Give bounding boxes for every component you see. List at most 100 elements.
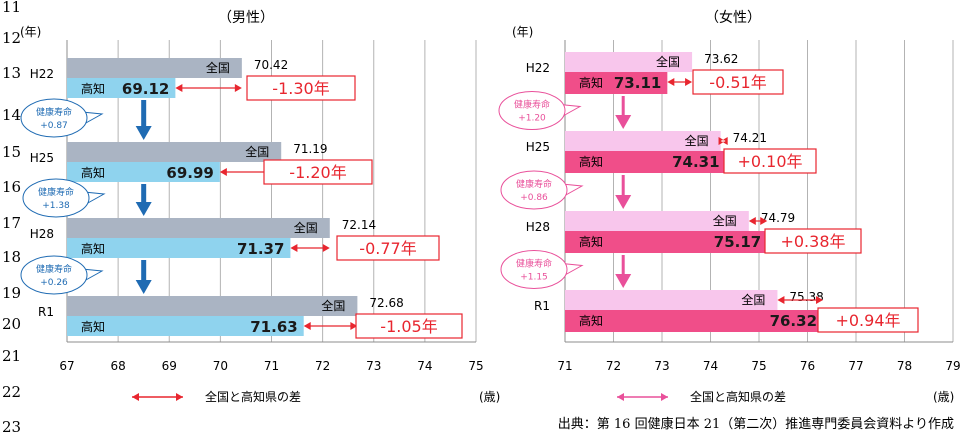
improvement-arrowhead — [135, 280, 152, 294]
kochi-bar-label: 高知 — [579, 234, 603, 249]
difference-value: +0.94年 — [835, 311, 900, 330]
x-tick-label: 71 — [264, 359, 279, 373]
x-axis-label: (歳) — [479, 390, 500, 404]
kochi-bar-label: 高知 — [579, 154, 603, 169]
difference-value: -1.20年 — [289, 163, 346, 182]
line-number: 20 — [2, 315, 22, 333]
x-tick-label: 72 — [606, 359, 621, 373]
improvement-bubble: 健康寿命 +0.86 — [500, 170, 584, 210]
improvement-arrow-icon — [615, 96, 632, 129]
difference-value: -0.77年 — [359, 239, 416, 258]
kochi-bar-label: 高知 — [81, 319, 105, 334]
national-value-label: 71.19 — [293, 142, 327, 156]
x-axis-label: (歳) — [933, 390, 954, 404]
improvement-arrowhead — [135, 202, 152, 216]
chart-title: （男性） — [218, 10, 274, 26]
difference-arrow-icon — [777, 296, 824, 304]
y-axis-label: (年) — [512, 25, 533, 39]
category-label: R1 — [534, 299, 550, 313]
category-label: H25 — [30, 151, 54, 165]
difference-value: -1.05年 — [380, 317, 437, 336]
bubble-body — [500, 250, 568, 289]
difference-arrowhead — [718, 137, 728, 145]
difference-value: +0.38年 — [780, 232, 845, 251]
difference-value: -1.30年 — [272, 79, 329, 98]
kochi-value-label: 69.12 — [122, 80, 169, 98]
line-number: 23 — [2, 418, 22, 436]
national-bar-label: 全国 — [713, 213, 737, 228]
national-value-label: 72.68 — [369, 296, 403, 310]
bubble-label: 健康寿命 — [36, 106, 72, 118]
difference-arrow-icon — [303, 322, 358, 330]
national-value-label: 72.14 — [342, 218, 376, 232]
kochi-bar — [67, 316, 304, 336]
kochi-bar — [565, 72, 668, 94]
x-tick-label: 71 — [557, 359, 572, 373]
bubble-label: 健康寿命 — [516, 178, 552, 190]
bubble-value: +1.15 — [520, 273, 548, 283]
line-number: 18 — [2, 248, 22, 266]
bubble-body — [22, 178, 90, 218]
improvement-arrowhead — [135, 126, 152, 140]
x-tick-label: 68 — [110, 359, 125, 373]
national-bar — [565, 52, 693, 72]
bubble-body — [500, 170, 568, 210]
x-tick-label: 79 — [945, 359, 960, 373]
x-tick-label: 74 — [417, 359, 432, 373]
difference-value: -0.51年 — [709, 73, 766, 92]
male-chart-panel: （男性） (年) (歳) 67 68 69 70 71 72 73 74 75 全国 70.42 高知 69.… — [20, 10, 500, 404]
x-tick-label: 73 — [366, 359, 381, 373]
x-tick-label: 74 — [703, 359, 718, 373]
x-tick-label: 76 — [800, 359, 815, 373]
national-bar — [67, 58, 242, 78]
difference-box — [764, 228, 862, 254]
kochi-bar — [67, 238, 291, 258]
difference-legend: 全国と高知県の差 全国と高知県の差 — [132, 389, 786, 404]
legend-label: 全国と高知県の差 — [690, 389, 786, 404]
legend-label: 全国と高知県の差 — [205, 389, 301, 404]
kochi-bar-label: 高知 — [579, 75, 603, 90]
line-number: 15 — [2, 143, 22, 161]
line-number: 21 — [2, 347, 22, 365]
difference-arrowhead — [748, 217, 768, 225]
bubble-body — [20, 255, 88, 295]
bubble-value: +0.86 — [520, 193, 548, 203]
line-number: 16 — [2, 178, 22, 196]
national-value-label: 73.62 — [704, 52, 738, 66]
kochi-value-label: 71.37 — [237, 240, 284, 258]
improvement-arrowhead — [615, 274, 632, 288]
difference-box — [263, 159, 373, 185]
improvement-bubble: 健康寿命 +0.87 — [20, 98, 104, 138]
improvement-arrowhead — [615, 115, 632, 129]
category-label: R1 — [38, 305, 54, 319]
difference-arrow-icon — [718, 137, 728, 145]
kochi-bar — [67, 162, 220, 182]
kochi-bar-label: 高知 — [81, 81, 105, 96]
difference-box — [723, 148, 817, 174]
chart-title: （女性） — [705, 9, 761, 26]
national-bar-label: 全国 — [685, 133, 709, 148]
national-bar-label: 全国 — [321, 298, 345, 313]
national-bar — [565, 211, 749, 231]
kochi-bar — [565, 151, 726, 173]
line-number: 11 — [2, 0, 22, 16]
female-chart-panel: （女性） (年) (歳) 71 72 73 74 75 76 77 78 79 全国 73.62 高知 73.… — [498, 9, 960, 404]
national-bar — [67, 218, 330, 238]
improvement-bubble: 健康寿命 +1.20 — [498, 91, 582, 130]
difference-arrow-icon — [667, 78, 693, 86]
category-label: H22 — [526, 61, 550, 75]
kochi-value-label: 69.99 — [166, 164, 213, 182]
kochi-bar — [67, 78, 176, 98]
category-label: H28 — [526, 220, 550, 234]
kochi-bar-label: 高知 — [579, 313, 603, 328]
national-bar-label: 全国 — [741, 292, 765, 307]
national-bar — [67, 296, 358, 316]
x-tick-label: 78 — [897, 359, 912, 373]
kochi-bar — [565, 231, 768, 253]
national-value-label: 70.42 — [254, 58, 288, 72]
national-bar — [565, 290, 778, 310]
x-tick-label: 69 — [162, 359, 177, 373]
difference-arrowhead — [667, 78, 693, 86]
category-label: H22 — [30, 67, 54, 81]
bubble-value: +1.20 — [518, 114, 546, 124]
